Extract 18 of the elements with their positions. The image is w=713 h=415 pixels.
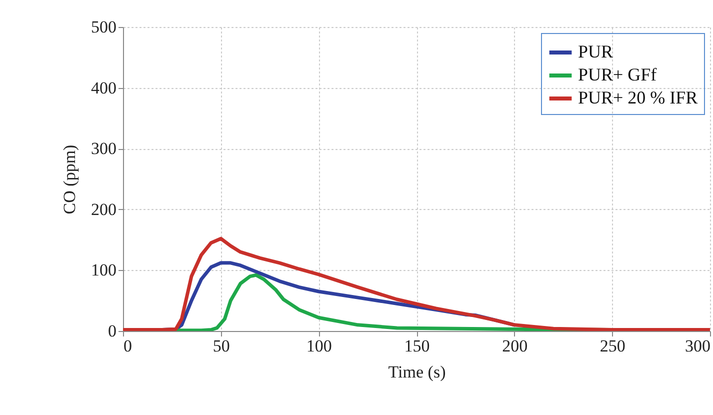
legend-label: PUR — [578, 42, 614, 62]
x-tick-label: 300 — [685, 336, 710, 356]
y-axis-title: CO (ppm) — [60, 144, 79, 214]
x-tick-label: 250 — [600, 336, 626, 356]
x-tick-label: 50 — [212, 336, 230, 356]
legend-label: PUR+ 20 % IFR — [578, 88, 698, 108]
y-tick-label: 0 — [108, 322, 116, 340]
legend-label: PUR+ GFf — [578, 64, 657, 84]
y-tick-label: 300 — [91, 139, 116, 158]
y-tick-label: 200 — [91, 200, 116, 219]
x-axis-title: Time (s) — [388, 362, 446, 382]
x-tick-label: 150 — [404, 336, 430, 356]
x-tick-label: 200 — [502, 336, 528, 356]
y-tick-label: 100 — [91, 260, 116, 280]
x-tick-label: 0 — [124, 336, 132, 356]
y-tick-label: 500 — [91, 18, 116, 36]
y-tick-label: 400 — [91, 78, 116, 98]
x-tick-label: 100 — [306, 336, 332, 356]
